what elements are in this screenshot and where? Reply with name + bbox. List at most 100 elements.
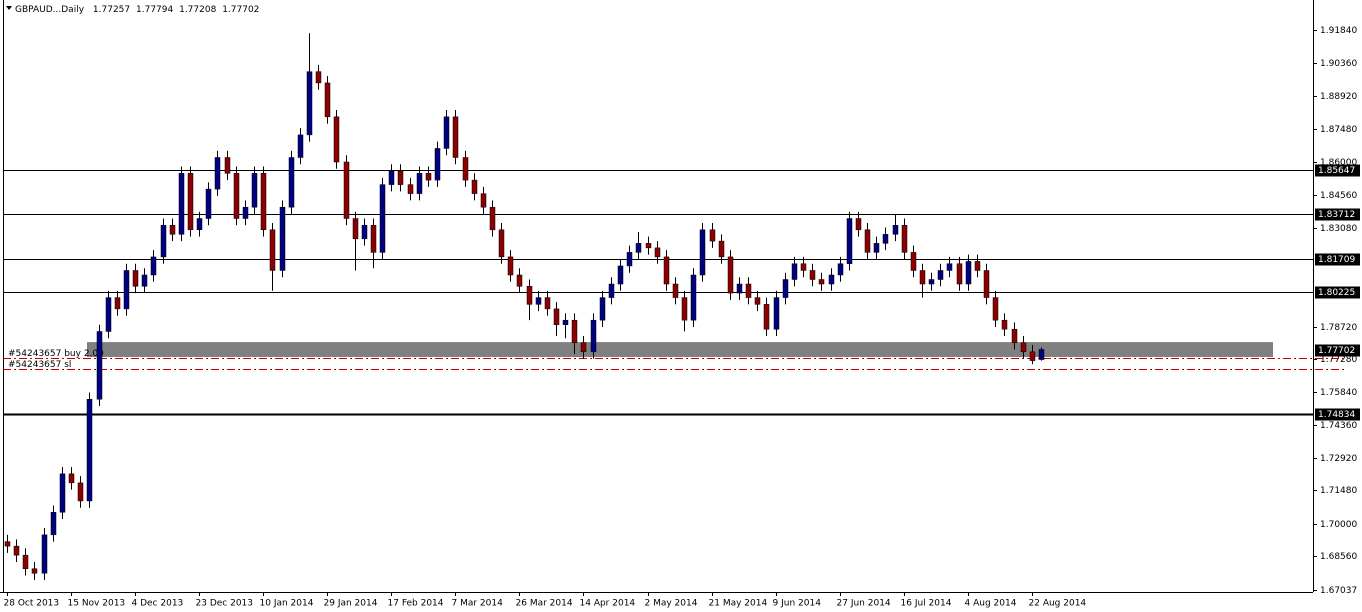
level-box [1315, 253, 1360, 266]
candle-body [791, 263, 798, 280]
candle-body [260, 173, 267, 231]
candle-body [773, 297, 780, 330]
y-tick-label: 1.84560 [1320, 191, 1357, 201]
candle-body [86, 399, 93, 502]
y-tick-label: 1.78720 [1320, 323, 1357, 333]
low-value: 1.77208 [179, 5, 216, 15]
candle-body [50, 511, 57, 536]
candle-body [480, 193, 487, 208]
candle-body [562, 319, 569, 325]
y-tick-label: 1.83080 [1320, 224, 1357, 234]
candle-body [105, 297, 112, 332]
level-box [1315, 408, 1360, 421]
candle-body [901, 225, 908, 253]
x-tick-label: 4 Aug 2014 [965, 599, 1017, 609]
y-tick-label: 1.75840 [1320, 388, 1357, 398]
candle-body [288, 157, 295, 208]
candle-body [68, 473, 75, 484]
x-tick-label: 27 Jun 2014 [837, 599, 891, 609]
candle-body [571, 319, 578, 344]
y-tick-label: 1.91840 [1320, 26, 1357, 36]
candle-body [718, 240, 725, 258]
y-tick-label: 1.86000 [1320, 158, 1357, 168]
bid-label: 1.77702 [1318, 346, 1355, 356]
candle-body [471, 179, 478, 194]
candle-body [864, 229, 871, 253]
candle-body [114, 297, 121, 310]
symbol: GBPAUD...Daily [15, 5, 85, 15]
y-tick-label: 1.87480 [1320, 125, 1357, 135]
candle-body [745, 283, 752, 298]
candle-body [709, 229, 716, 242]
y-tick-label: 1.70000 [1320, 520, 1357, 530]
candle-body [800, 263, 807, 271]
candle-body [123, 270, 130, 310]
candle-body [269, 229, 276, 271]
candle-body [242, 206, 249, 219]
candle-body [626, 252, 633, 267]
header: GBPAUD...Daily 1.77257 1.77794 1.77208 1… [15, 5, 259, 15]
close-value: 1.77702 [222, 5, 259, 15]
y-tick-label: 1.74360 [1320, 421, 1357, 431]
candle-body [846, 218, 853, 264]
candle-body [416, 173, 423, 194]
candle-body [306, 71, 313, 136]
x-tick-label: 23 Dec 2013 [196, 599, 254, 609]
candle-body [672, 283, 679, 298]
candle-body [965, 261, 972, 285]
candle-body [818, 279, 825, 285]
x-tick-label: 28 Oct 2013 [4, 599, 60, 609]
x-tick-label: 16 Jul 2014 [901, 599, 952, 609]
candle-body [150, 256, 157, 276]
x-tick-label: 4 Dec 2013 [132, 599, 184, 609]
order-label: #54243657 buy 2.00 [8, 349, 104, 359]
candle-body [462, 157, 469, 181]
y-tick-label: 1.71480 [1320, 486, 1357, 496]
y-tick-label: 1.77280 [1320, 355, 1357, 365]
candle-body [553, 308, 560, 325]
candle-body [580, 342, 587, 353]
candle-body [974, 261, 981, 271]
candle-body [178, 173, 185, 235]
candle-body [727, 256, 734, 294]
candle-body [837, 263, 844, 276]
candle-body [892, 225, 899, 235]
candle-body [873, 243, 880, 253]
candle-body [507, 256, 514, 276]
x-tick-label: 17 Feb 2014 [388, 599, 444, 609]
candle-body [882, 234, 889, 244]
candle-body [388, 170, 395, 185]
zone [87, 342, 1273, 358]
candle-body [663, 256, 670, 285]
candle-body [590, 319, 597, 353]
candle-body [315, 71, 322, 84]
candle-body [635, 243, 642, 253]
menu-triangle[interactable] [6, 6, 12, 10]
candle-body [297, 134, 304, 158]
candle-body [855, 218, 862, 231]
x-tick-label: 22 Aug 2014 [1029, 599, 1087, 609]
candle-body [352, 218, 359, 240]
candle-body [1020, 342, 1027, 353]
candle-body [754, 297, 761, 305]
candle-body [690, 274, 697, 321]
level-box [1315, 164, 1360, 177]
candle-body [279, 206, 286, 271]
x-tick-label: 21 May 2014 [709, 599, 768, 609]
candle-body [599, 297, 606, 321]
level-label: 1.81709 [1318, 255, 1355, 265]
x-tick-label: 7 Mar 2014 [452, 599, 504, 609]
candle-body [324, 82, 331, 118]
candle-body [928, 279, 935, 285]
bid-box [1315, 344, 1360, 357]
level-label: 1.83712 [1318, 210, 1355, 220]
candle-body [233, 173, 240, 219]
level-label: 1.80225 [1318, 288, 1355, 298]
candle-body [41, 534, 48, 574]
x-tick-label: 9 Jun 2014 [773, 599, 822, 609]
candle-body [4, 541, 11, 547]
candle-body [498, 229, 505, 258]
candle-body [361, 225, 368, 240]
